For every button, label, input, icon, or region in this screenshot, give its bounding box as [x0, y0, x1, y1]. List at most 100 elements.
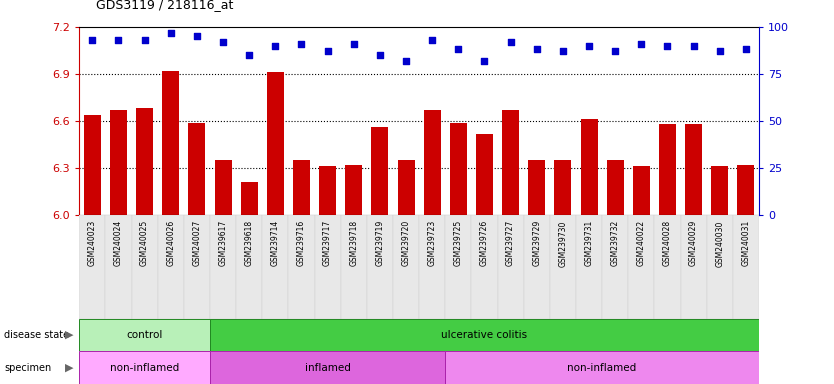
Point	[530, 46, 544, 53]
Bar	[183, 215, 210, 319]
Point	[347, 41, 360, 47]
Bar	[733, 215, 759, 319]
Bar	[293, 160, 310, 215]
Text: GSM239719: GSM239719	[375, 220, 384, 266]
Text: non-inflamed: non-inflamed	[110, 362, 179, 373]
Bar	[681, 215, 706, 319]
Text: disease state: disease state	[4, 330, 69, 340]
Bar	[476, 134, 493, 215]
Text: GSM239726: GSM239726	[480, 220, 489, 266]
Point	[190, 33, 203, 40]
Text: GSM240022: GSM240022	[637, 220, 646, 266]
Bar	[367, 215, 393, 319]
Text: GSM239717: GSM239717	[323, 220, 332, 266]
Bar	[214, 160, 232, 215]
Point	[687, 43, 701, 49]
Text: GSM239720: GSM239720	[401, 220, 410, 266]
Bar	[236, 215, 262, 319]
Bar	[79, 351, 210, 384]
Bar	[524, 215, 550, 319]
Bar	[79, 215, 105, 319]
Bar	[711, 166, 728, 215]
Bar	[659, 124, 676, 215]
Text: GSM239730: GSM239730	[559, 220, 567, 266]
Bar	[210, 215, 236, 319]
Bar	[420, 215, 445, 319]
Bar	[158, 215, 183, 319]
Text: GSM239617: GSM239617	[219, 220, 228, 266]
Text: GSM240026: GSM240026	[166, 220, 175, 266]
Point	[294, 41, 308, 47]
Bar	[633, 166, 650, 215]
Bar	[528, 160, 545, 215]
Bar	[110, 110, 127, 215]
Bar	[555, 160, 571, 215]
Bar	[628, 215, 655, 319]
Point	[556, 48, 570, 55]
Bar	[550, 215, 576, 319]
Bar	[340, 215, 367, 319]
Bar	[289, 215, 314, 319]
Point	[269, 43, 282, 49]
Bar	[655, 215, 681, 319]
Bar	[706, 215, 733, 319]
Bar	[83, 115, 101, 215]
Bar	[105, 215, 132, 319]
Point	[216, 39, 229, 45]
Point	[582, 43, 595, 49]
Text: ▶: ▶	[65, 362, 73, 373]
Text: GSM240029: GSM240029	[689, 220, 698, 266]
Point	[138, 37, 151, 43]
Text: non-inflamed: non-inflamed	[567, 362, 636, 373]
Bar	[445, 351, 759, 384]
Text: ▶: ▶	[65, 330, 73, 340]
Text: GSM240024: GSM240024	[114, 220, 123, 266]
Text: GSM239729: GSM239729	[532, 220, 541, 266]
Point	[504, 39, 517, 45]
Bar	[393, 215, 420, 319]
Point	[164, 30, 178, 36]
Point	[243, 52, 256, 58]
Point	[478, 58, 491, 64]
Bar	[79, 319, 210, 351]
Text: GSM239723: GSM239723	[428, 220, 437, 266]
Text: ulcerative colitis: ulcerative colitis	[441, 330, 527, 340]
Text: GSM239618: GSM239618	[244, 220, 254, 266]
Text: GSM240023: GSM240023	[88, 220, 97, 266]
Bar	[471, 215, 498, 319]
Text: GSM240030: GSM240030	[716, 220, 724, 266]
Point	[399, 58, 413, 64]
Text: GSM240031: GSM240031	[741, 220, 751, 266]
Text: GDS3119 / 218116_at: GDS3119 / 218116_at	[96, 0, 234, 12]
Bar	[132, 215, 158, 319]
Bar	[602, 215, 628, 319]
Point	[112, 37, 125, 43]
Bar	[398, 160, 414, 215]
Point	[373, 52, 386, 58]
Bar	[606, 160, 624, 215]
Text: GSM239731: GSM239731	[585, 220, 594, 266]
Bar	[576, 215, 602, 319]
Text: GSM240025: GSM240025	[140, 220, 149, 266]
Bar	[498, 215, 524, 319]
Point	[739, 46, 752, 53]
Bar	[241, 182, 258, 215]
Bar	[210, 351, 445, 384]
Point	[609, 48, 622, 55]
Bar	[188, 122, 205, 215]
Bar	[424, 110, 440, 215]
Point	[86, 37, 99, 43]
Bar	[262, 215, 289, 319]
Text: GSM239732: GSM239732	[610, 220, 620, 266]
Bar	[319, 166, 336, 215]
Bar	[136, 108, 153, 215]
Bar	[580, 119, 597, 215]
Bar	[345, 165, 362, 215]
Bar	[267, 72, 284, 215]
Text: GSM239725: GSM239725	[454, 220, 463, 266]
Bar	[210, 319, 759, 351]
Bar	[450, 122, 467, 215]
Point	[713, 48, 726, 55]
Point	[452, 46, 465, 53]
Text: GSM239718: GSM239718	[349, 220, 359, 266]
